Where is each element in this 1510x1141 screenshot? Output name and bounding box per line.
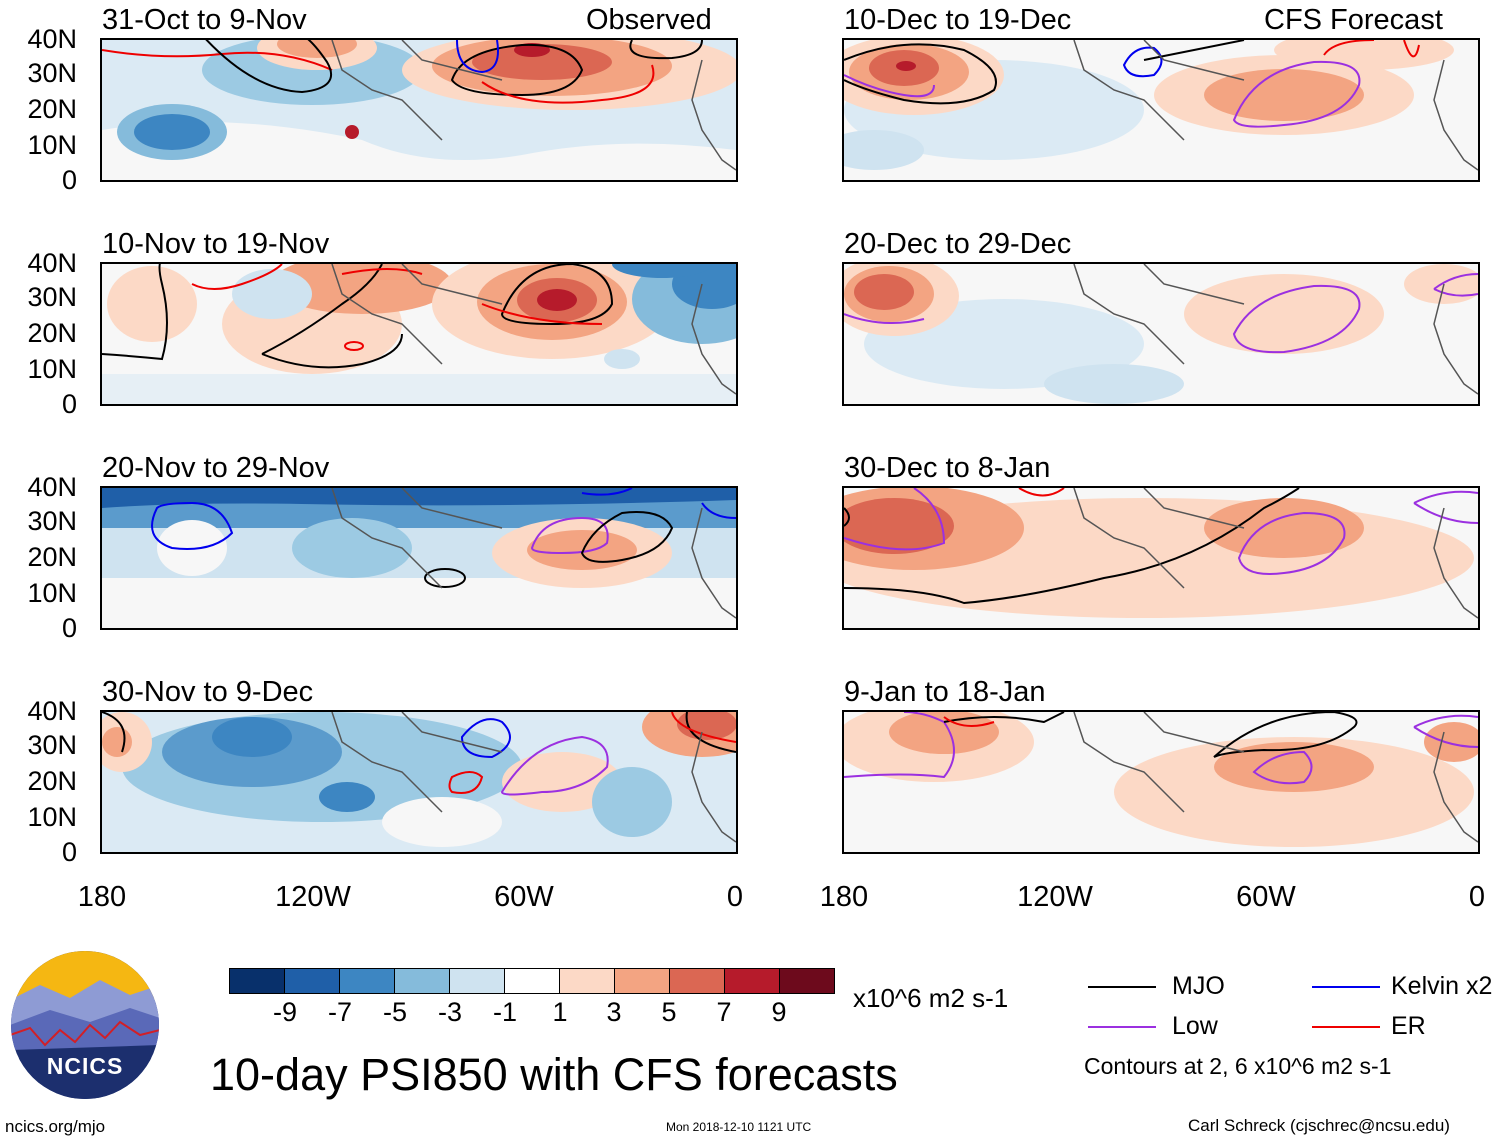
map-panel-fcst-4 (842, 710, 1480, 854)
x-tick: 0 (726, 881, 744, 913)
panel-title: 20-Nov to 29-Nov (102, 452, 330, 484)
colorbar-label: 9 (771, 997, 787, 1027)
panel-title: 9-Jan to 18-Jan (844, 676, 1046, 708)
y-tick: 20N (27, 318, 77, 348)
y-tick: 10N (27, 802, 77, 832)
x-tick: 120W (275, 881, 351, 913)
y-tick: 30N (27, 282, 77, 312)
y-tick: 30N (27, 730, 77, 760)
panel-title: 31-Oct to 9-Nov (102, 4, 307, 36)
main-title: 10-day PSI850 with CFS forecasts (210, 1049, 898, 1100)
footer-url[interactable]: ncics.org/mjo (5, 1117, 106, 1136)
ncics-logo-icon (11, 951, 159, 1099)
y-tick: 0 (61, 837, 77, 867)
panel-title: 30-Nov to 9-Dec (102, 676, 314, 708)
map-panel-obs-1 (100, 38, 738, 182)
footer-timestamp: Mon 2018-12-10 1121 UTC (666, 1120, 812, 1134)
colorbar (229, 968, 835, 994)
colorbar-swatch (724, 969, 779, 993)
colorbar-label: -3 (437, 997, 462, 1027)
legend-swatch-low (1088, 1026, 1156, 1028)
colorbar-label: 3 (606, 997, 622, 1027)
y-tick: 40N (27, 248, 77, 278)
colorbar-swatch (504, 969, 559, 993)
colorbar-label: -9 (272, 997, 297, 1027)
panel-title: 20-Dec to 29-Dec (844, 228, 1072, 260)
map-panel-fcst-3 (842, 486, 1480, 630)
legend-label-low: Low (1172, 1012, 1218, 1040)
x-tick: 180 (819, 881, 869, 913)
panel-title: 10-Dec to 19-Dec (844, 4, 1072, 36)
y-tick: 10N (27, 354, 77, 384)
y-tick: 0 (61, 389, 77, 419)
colorbar-label: -1 (492, 997, 517, 1027)
legend-label-kelvin: Kelvin x2 (1391, 972, 1493, 1000)
x-tick: 120W (1017, 881, 1093, 913)
y-tick: 10N (27, 130, 77, 160)
colorbar-swatch (394, 969, 449, 993)
colorbar-swatch (284, 969, 339, 993)
y-tick: 20N (27, 94, 77, 124)
x-tick: 180 (77, 881, 127, 913)
map-panel-fcst-1 (842, 38, 1480, 182)
y-tick: 20N (27, 542, 77, 572)
forecast-label: CFS Forecast (1264, 4, 1443, 36)
y-tick: 40N (27, 24, 77, 54)
x-tick: 60W (1236, 881, 1296, 913)
observed-label: Observed (586, 4, 712, 36)
colorbar-swatch (559, 969, 614, 993)
logo-text: NCICS (46, 1053, 124, 1079)
y-tick: 20N (27, 766, 77, 796)
legend-label-mjo: MJO (1172, 972, 1225, 1000)
legend-swatch-er (1312, 1026, 1380, 1028)
colorbar-label: 1 (552, 997, 568, 1027)
panel-title: 30-Dec to 8-Jan (844, 452, 1051, 484)
legend-swatch-kelvin (1312, 986, 1380, 988)
footer-author: Carl Schreck (cjschrec@ncsu.edu) (1188, 1116, 1450, 1135)
colorbar-swatch (669, 969, 724, 993)
colorbar-swatch (339, 969, 394, 993)
colorbar-units: x10^6 m2 s-1 (853, 983, 1009, 1013)
map-panel-obs-2 (100, 262, 738, 406)
colorbar-swatch (449, 969, 504, 993)
y-tick: 0 (61, 613, 77, 643)
colorbar-swatch (614, 969, 669, 993)
y-tick: 40N (27, 472, 77, 502)
colorbar-label: 5 (661, 997, 677, 1027)
x-tick: 0 (1468, 881, 1486, 913)
colorbar-label: -7 (327, 997, 352, 1027)
ncics-logo: NCICS (10, 950, 160, 1100)
panel-title: 10-Nov to 19-Nov (102, 228, 330, 260)
legend-label-er: ER (1391, 1012, 1426, 1040)
map-panel-fcst-2 (842, 262, 1480, 406)
y-tick: 10N (27, 578, 77, 608)
y-tick: 30N (27, 58, 77, 88)
y-tick: 40N (27, 696, 77, 726)
colorbar-swatch (779, 969, 834, 993)
colorbar-label: 7 (716, 997, 732, 1027)
contour-note: Contours at 2, 6 x10^6 m2 s-1 (1084, 1053, 1392, 1079)
y-tick: 0 (61, 165, 77, 195)
y-tick: 30N (27, 506, 77, 536)
colorbar-label: -5 (382, 997, 407, 1027)
map-panel-obs-3 (100, 486, 738, 630)
x-tick: 60W (494, 881, 554, 913)
legend-swatch-mjo (1088, 986, 1156, 988)
map-panel-obs-4 (100, 710, 738, 854)
colorbar-swatch (230, 969, 284, 993)
